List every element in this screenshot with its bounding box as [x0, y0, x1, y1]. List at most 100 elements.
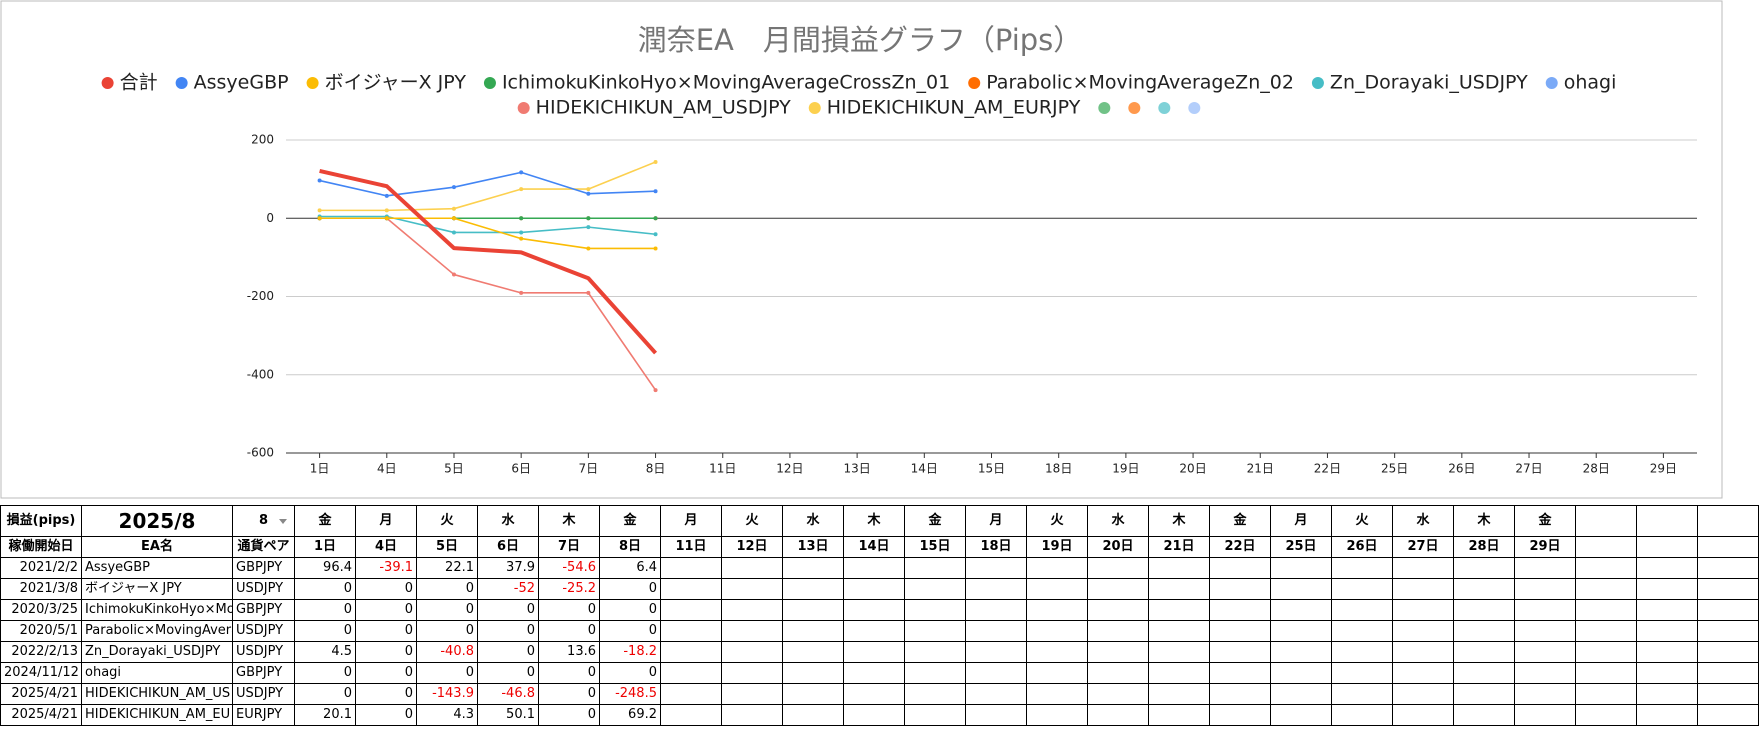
cell — [1026, 599, 1088, 621]
legend-item — [1098, 102, 1111, 114]
cell — [782, 578, 844, 600]
legend-label: Parabolic×MovingAverageZn_02 — [986, 72, 1294, 94]
pips-value: 0 — [538, 620, 600, 642]
cell — [1636, 662, 1698, 684]
legend-dot — [1158, 102, 1171, 114]
legend: 合計 AssyeGBP ボイジャーX JPY IchimokuKinkoHyo×Mov… — [101, 72, 1616, 119]
cell — [660, 683, 722, 705]
x-tick-label: 15日 — [978, 462, 1005, 476]
ea-name: AssyeGBP — [81, 557, 233, 579]
cell — [660, 662, 722, 684]
weekday: 金 — [1514, 505, 1576, 537]
currency-pair: USDJPY — [232, 683, 295, 705]
sheet-row: 損益(pips) 2025/8 8 金月火水木金月火水木金月火水木金月火水木金 — [0, 505, 1759, 537]
cell — [1575, 505, 1637, 537]
pips-value: 0 — [294, 662, 356, 684]
cell — [1209, 683, 1271, 705]
cell — [904, 704, 966, 726]
cell — [721, 578, 783, 600]
cell — [1514, 578, 1576, 600]
x-tick-label: 6日 — [511, 462, 531, 476]
cell — [1575, 704, 1637, 726]
cell — [1392, 683, 1454, 705]
pips-value: 0 — [355, 683, 417, 705]
pips-value: 0 — [416, 662, 478, 684]
cell — [660, 578, 722, 600]
x-tick-label: 19日 — [1112, 462, 1139, 476]
series-point — [653, 189, 658, 194]
cell — [843, 641, 905, 663]
cell — [660, 620, 722, 642]
legend-label: IchimokuKinkoHyo×MovingAverageCrossZn_01 — [502, 72, 950, 94]
cell — [1575, 662, 1637, 684]
pips-value: -18.2 — [599, 641, 661, 663]
series-point — [586, 290, 591, 295]
series-point — [317, 178, 322, 183]
start-date: 2022/2/13 — [0, 641, 82, 663]
start-date: 2025/4/21 — [0, 704, 82, 726]
cell — [782, 704, 844, 726]
month-label: 2025/8 — [81, 505, 233, 537]
cell — [1209, 641, 1271, 663]
month-selector[interactable]: 8 — [232, 505, 295, 537]
cell — [1087, 557, 1149, 579]
pips-value: 6.4 — [599, 557, 661, 579]
cell — [1392, 662, 1454, 684]
pips-value: 0 — [416, 599, 478, 621]
pips-value: -25.2 — [538, 578, 600, 600]
series-point — [519, 216, 524, 221]
cell — [1636, 505, 1698, 537]
legend-dot — [808, 102, 821, 114]
cell — [1270, 704, 1332, 726]
legend-label: Zn_Dorayaki_USDJPY — [1330, 72, 1528, 94]
cell — [1697, 578, 1759, 600]
cell — [904, 662, 966, 684]
date-header: 19日 — [1026, 536, 1088, 558]
cell — [660, 557, 722, 579]
currency-pair: USDJPY — [232, 578, 295, 600]
pips-value: 37.9 — [477, 557, 539, 579]
cell — [1087, 599, 1149, 621]
pips-value: 96.4 — [294, 557, 356, 579]
series-point — [451, 206, 456, 211]
date-header: 18日 — [965, 536, 1027, 558]
x-tick-label: 25日 — [1381, 462, 1408, 476]
cell — [1209, 662, 1271, 684]
cell — [1453, 683, 1515, 705]
cell — [1453, 704, 1515, 726]
sheet-row: 稼働開始日 EA名 通貨ペア 1日 4日 5日 6日 7日 8日 11日 12日 13日 14日 15日 1… — [0, 536, 1759, 558]
x-tick-label: 18日 — [1045, 462, 1072, 476]
pips-value: 0 — [355, 641, 417, 663]
series-point — [586, 187, 591, 192]
header-label: 損益(pips) — [0, 505, 82, 537]
cell — [1026, 578, 1088, 600]
date-header: 14日 — [843, 536, 905, 558]
weekday: 木 — [843, 505, 905, 537]
start-date: 2021/2/2 — [0, 557, 82, 579]
cell — [1636, 599, 1698, 621]
cell — [1026, 641, 1088, 663]
x-tick-label: 29日 — [1650, 462, 1677, 476]
y-tick-label: -400 — [247, 367, 274, 381]
pips-value: 0 — [294, 620, 356, 642]
chart: 潤奈EA 月間損益グラフ（Pips） 合計 AssyeGBP ボイジャーX JPY I… — [0, 0, 1723, 499]
cell — [1148, 620, 1210, 642]
legend-dot — [1188, 102, 1201, 114]
date-header: 7日 — [538, 536, 600, 558]
pips-value: 0 — [538, 683, 600, 705]
weekday: 火 — [721, 505, 783, 537]
cell — [1697, 683, 1759, 705]
cell — [660, 704, 722, 726]
weekday: 月 — [355, 505, 417, 537]
x-tick-label: 21日 — [1247, 462, 1274, 476]
cell — [965, 578, 1027, 600]
x-tick-label: 27日 — [1515, 462, 1542, 476]
cell — [843, 620, 905, 642]
series-point — [384, 193, 389, 198]
cell — [1026, 683, 1088, 705]
cell — [1575, 641, 1637, 663]
cell — [1453, 599, 1515, 621]
legend-item: Zn_Dorayaki_USDJPY — [1311, 72, 1528, 94]
cell — [1148, 641, 1210, 663]
series-point — [519, 230, 524, 235]
